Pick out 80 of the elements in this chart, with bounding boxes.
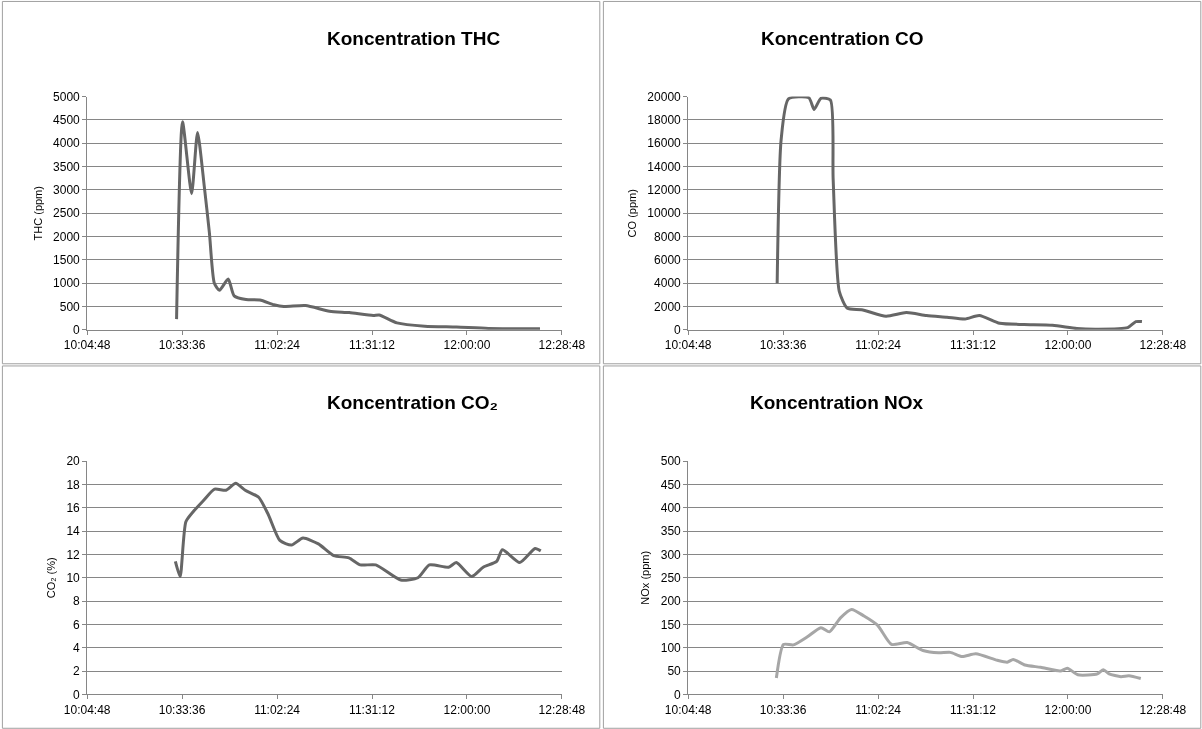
x-tick-label: 11:02:24 (855, 702, 902, 717)
y-axis-title: THC (ppm) (31, 186, 44, 241)
chart-title: Koncentration NOx (750, 392, 924, 413)
y-tick-label: 350 (660, 524, 682, 539)
y-tick-label: 14 (66, 524, 81, 539)
x-tick-label: 12:00:00 (443, 338, 491, 353)
x-tick-label: 10:04:48 (63, 702, 111, 717)
y-tick-label: 3500 (53, 159, 81, 174)
y-tick-label: 10 (66, 570, 81, 585)
y-tick-label: 2000 (53, 229, 81, 244)
y-tick-label: 400 (660, 500, 682, 515)
y-tick-label: 20 (66, 454, 81, 469)
x-tick-label: 10:33:36 (158, 702, 206, 717)
y-tick-label: 10000 (647, 206, 682, 221)
y-tick-label: 1000 (53, 276, 81, 291)
y-tick-label: 14000 (647, 159, 682, 174)
y-tick-label: 12000 (647, 183, 682, 198)
chart-title: Koncentration THC (327, 28, 501, 49)
x-tick-label: 12:28:48 (1139, 702, 1187, 717)
x-tick-label: 11:02:24 (254, 338, 301, 353)
y-tick-label: 0 (73, 323, 81, 338)
y-tick-label: 100 (660, 640, 682, 655)
y-tick-label: 2500 (53, 206, 81, 221)
y-tick-label: 3000 (53, 183, 81, 198)
y-tick-label: 0 (674, 323, 682, 338)
x-tick-label: 10:04:48 (664, 702, 712, 717)
x-tick-label: 12:00:00 (443, 702, 491, 717)
x-tick-label: 11:31:12 (349, 702, 396, 717)
x-tick-label: 12:28:48 (538, 702, 586, 717)
x-tick-label: 11:02:24 (855, 338, 902, 353)
y-tick-label: 12 (66, 547, 81, 562)
y-tick-label: 450 (660, 477, 682, 492)
y-tick-label: 8000 (654, 229, 682, 244)
y-tick-label: 20000 (647, 89, 682, 104)
y-tick-label: 300 (660, 547, 682, 562)
x-tick-label: 11:02:24 (254, 702, 301, 717)
line-series (774, 607, 1143, 681)
y-tick-label: 6 (73, 617, 81, 632)
y-tick-label: 16000 (647, 136, 682, 151)
y-tick-label: 0 (73, 687, 81, 702)
x-tick-label: 10:33:36 (158, 338, 206, 353)
y-tick-label: 18000 (647, 113, 682, 128)
y-tick-label: 4 (73, 640, 81, 655)
line-series (775, 96, 1144, 330)
y-tick-label: 500 (59, 299, 81, 314)
y-axis-title: NOx (ppm) (639, 550, 652, 605)
y-tick-label: 16 (66, 500, 81, 515)
x-tick-label: 11:31:12 (950, 338, 997, 353)
x-tick-label: 11:31:12 (950, 702, 997, 717)
y-tick-label: 0 (674, 687, 682, 702)
chart-title: Koncentration CO (761, 28, 924, 49)
y-tick-label: 4000 (53, 136, 81, 151)
line-series (173, 481, 543, 582)
x-tick-label: 10:04:48 (664, 338, 712, 353)
y-tick-label: 50 (667, 664, 682, 679)
y-tick-label: 6000 (654, 253, 682, 268)
x-tick-label: 10:04:48 (63, 338, 111, 353)
x-tick-label: 12:00:00 (1044, 338, 1092, 353)
line-series (175, 120, 542, 330)
x-tick-label: 12:00:00 (1044, 702, 1092, 717)
y-tick-label: 4000 (654, 276, 682, 291)
y-tick-label: 18 (66, 477, 81, 492)
y-axis-title: CO (ppm) (626, 189, 639, 238)
y-tick-label: 200 (660, 594, 682, 609)
y-tick-label: 4500 (53, 113, 81, 128)
x-tick-label: 11:31:12 (349, 338, 396, 353)
y-tick-label: 2000 (654, 299, 682, 314)
y-tick-label: 1500 (53, 253, 81, 268)
x-tick-label: 10:33:36 (759, 338, 807, 353)
x-tick-label: 10:33:36 (759, 702, 807, 717)
y-axis-title: CO₂ (%) (45, 557, 58, 599)
y-tick-label: 5000 (53, 89, 81, 104)
y-tick-label: 500 (660, 454, 682, 469)
chart-title: Koncentration CO₂ (327, 392, 498, 413)
y-tick-label: 2 (73, 664, 81, 679)
y-tick-label: 8 (73, 594, 81, 609)
x-tick-label: 12:28:48 (1139, 338, 1187, 353)
x-tick-label: 12:28:48 (538, 338, 586, 353)
y-tick-label: 150 (660, 617, 682, 632)
y-tick-label: 250 (660, 570, 682, 585)
